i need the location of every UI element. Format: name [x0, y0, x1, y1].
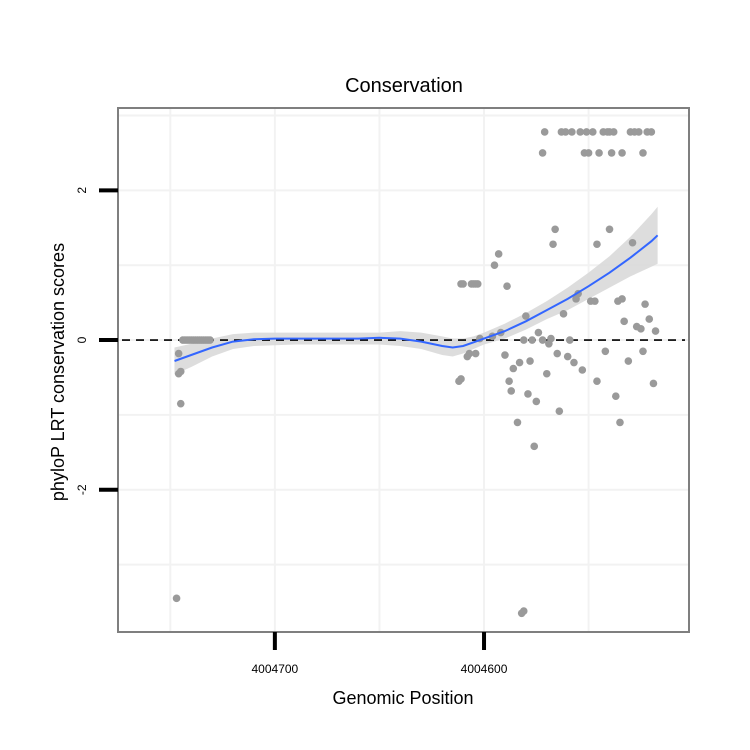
- data-point: [624, 357, 633, 365]
- data-point: [568, 128, 576, 136]
- data-point: [565, 336, 574, 344]
- data-point: [471, 349, 480, 358]
- y-tick-label: 2: [75, 187, 89, 194]
- data-point: [542, 369, 551, 378]
- data-point: [465, 349, 474, 358]
- data-point: [639, 149, 647, 157]
- data-point: [591, 297, 599, 305]
- data-point: [526, 357, 534, 365]
- data-point: [551, 225, 559, 234]
- x-axis-title: Genomic Position: [332, 688, 473, 708]
- data-point: [618, 295, 626, 303]
- data-point: [457, 375, 465, 383]
- chart-title: Conservation: [345, 75, 463, 97]
- data-point: [620, 317, 628, 326]
- data-point: [206, 336, 214, 344]
- plot-panel-border: [117, 107, 690, 633]
- data-point: [651, 327, 660, 335]
- data-point: [588, 128, 597, 136]
- loess-fit-line: [174, 234, 659, 362]
- y-tick-label: -2: [75, 484, 89, 495]
- data-point: [507, 387, 516, 395]
- smooth-confidence-ribbon: [174, 206, 658, 375]
- data-points: [172, 128, 660, 618]
- data-point: [611, 392, 620, 401]
- data-point: [584, 149, 593, 157]
- data-point: [515, 358, 524, 367]
- data-point: [549, 240, 557, 249]
- data-point: [547, 334, 555, 343]
- data-point: [534, 328, 543, 337]
- data-point: [647, 128, 656, 136]
- data-point: [509, 364, 518, 373]
- data-point: [618, 149, 626, 157]
- y-tick-label: 0: [75, 336, 89, 343]
- data-point: [522, 312, 530, 320]
- data-point: [601, 347, 610, 356]
- grid-lines: [118, 108, 689, 632]
- data-point: [176, 367, 185, 376]
- smooth-line: [174, 234, 659, 362]
- data-point: [563, 352, 572, 361]
- x-tick-label: 4004600: [461, 662, 508, 676]
- data-point: [553, 349, 562, 358]
- data-point: [494, 250, 503, 258]
- data-point: [172, 594, 181, 603]
- data-point: [645, 315, 654, 323]
- data-point: [505, 377, 513, 386]
- data-point: [635, 128, 643, 136]
- data-point: [649, 379, 658, 388]
- data-point: [538, 149, 547, 157]
- data-point: [528, 336, 536, 344]
- data-point: [473, 280, 482, 288]
- data-point: [459, 280, 467, 288]
- data-point: [559, 310, 568, 318]
- data-point: [513, 418, 522, 427]
- data-point: [605, 225, 614, 234]
- y-axis: 2 0 -2: [75, 187, 118, 495]
- data-point: [607, 149, 616, 157]
- data-point: [519, 336, 528, 344]
- data-point: [595, 149, 603, 157]
- confidence-band: [174, 206, 658, 375]
- data-point: [530, 442, 539, 451]
- x-axis: 4004700 4004600: [252, 632, 508, 676]
- data-point: [174, 349, 183, 358]
- data-point: [593, 377, 601, 386]
- data-point: [561, 128, 570, 136]
- data-point: [616, 418, 624, 427]
- data-point: [582, 128, 591, 136]
- data-point: [503, 282, 511, 290]
- y-axis-title: phyloP LRT conservation scores: [48, 243, 68, 501]
- data-point: [524, 390, 532, 398]
- data-point: [576, 128, 585, 136]
- data-point: [639, 347, 647, 356]
- data-point: [532, 397, 541, 406]
- data-point: [570, 358, 578, 367]
- data-point: [176, 399, 185, 408]
- data-point: [578, 366, 587, 374]
- data-point: [628, 238, 637, 247]
- data-point: [555, 407, 564, 415]
- data-point: [540, 128, 549, 136]
- data-point: [593, 240, 601, 249]
- data-point: [538, 336, 547, 344]
- data-point: [501, 351, 509, 359]
- x-tick-label: 4004700: [252, 662, 299, 676]
- data-point: [519, 607, 528, 615]
- data-point: [609, 128, 618, 136]
- data-point: [641, 300, 649, 308]
- data-point: [490, 261, 499, 270]
- data-point: [637, 325, 645, 333]
